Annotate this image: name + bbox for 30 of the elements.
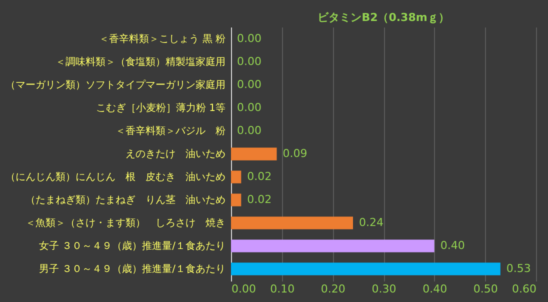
x-tick-label: 0.10 xyxy=(270,282,295,296)
y-tick-label: ＜香辛料類＞バジル 粉 xyxy=(116,125,226,138)
y-tick-label: ＜香辛料類＞こしょう 黒 粉 xyxy=(99,33,226,46)
data-label: 0.00 xyxy=(237,78,262,92)
data-label: 0.53 xyxy=(506,262,531,275)
data-label: 0.24 xyxy=(359,216,384,229)
data-label: 0.00 xyxy=(237,55,262,68)
y-tick-label: （たまねぎ類）たまねぎ りん茎 油いため xyxy=(26,194,226,206)
data-label: 0.40 xyxy=(440,238,465,252)
data-label: 0.00 xyxy=(237,124,262,138)
y-tick-label: こむぎ［小麦粉］薄力粉 1等 xyxy=(96,102,226,114)
x-tick-label: 0.00 xyxy=(232,282,256,296)
x-tick-label: 0.60 xyxy=(512,282,536,296)
x-tick-label: 0.20 xyxy=(320,282,346,296)
x-tick-label: 0.50 xyxy=(473,282,498,296)
data-label: 0.02 xyxy=(247,170,272,183)
data-label: 0.09 xyxy=(282,147,308,160)
y-tick-label: （にんじん類）にんじん 根 皮むき 油いため xyxy=(6,170,226,183)
x-tick-label: 0.40 xyxy=(422,282,448,296)
data-label: 0.02 xyxy=(247,192,272,206)
y-tick-label: （マーガリン類）ソフトタイプマーガリン家庭用 xyxy=(6,79,226,92)
y-tick-label: ＜魚類＞（さけ・ます類） しろさけ 焼き xyxy=(26,216,226,229)
y-tick-label: えのきたけ 油いため xyxy=(126,148,226,160)
y-tick-label: ＜調味料類＞（食塩類）精製塩家庭用 xyxy=(56,56,226,68)
data-label: 0.00 xyxy=(237,32,262,46)
x-tick-label: 0.30 xyxy=(372,282,396,296)
y-tick-label: 女子 ３０～４９（歳）推進量/１食あたり xyxy=(38,240,226,252)
data-label: 0.00 xyxy=(237,101,262,114)
chart-title: ビタミンB2（0.38mｇ） xyxy=(318,11,450,24)
y-tick-label: 男子 ３０～４９（歳）推進量/１食あたり xyxy=(38,262,226,275)
